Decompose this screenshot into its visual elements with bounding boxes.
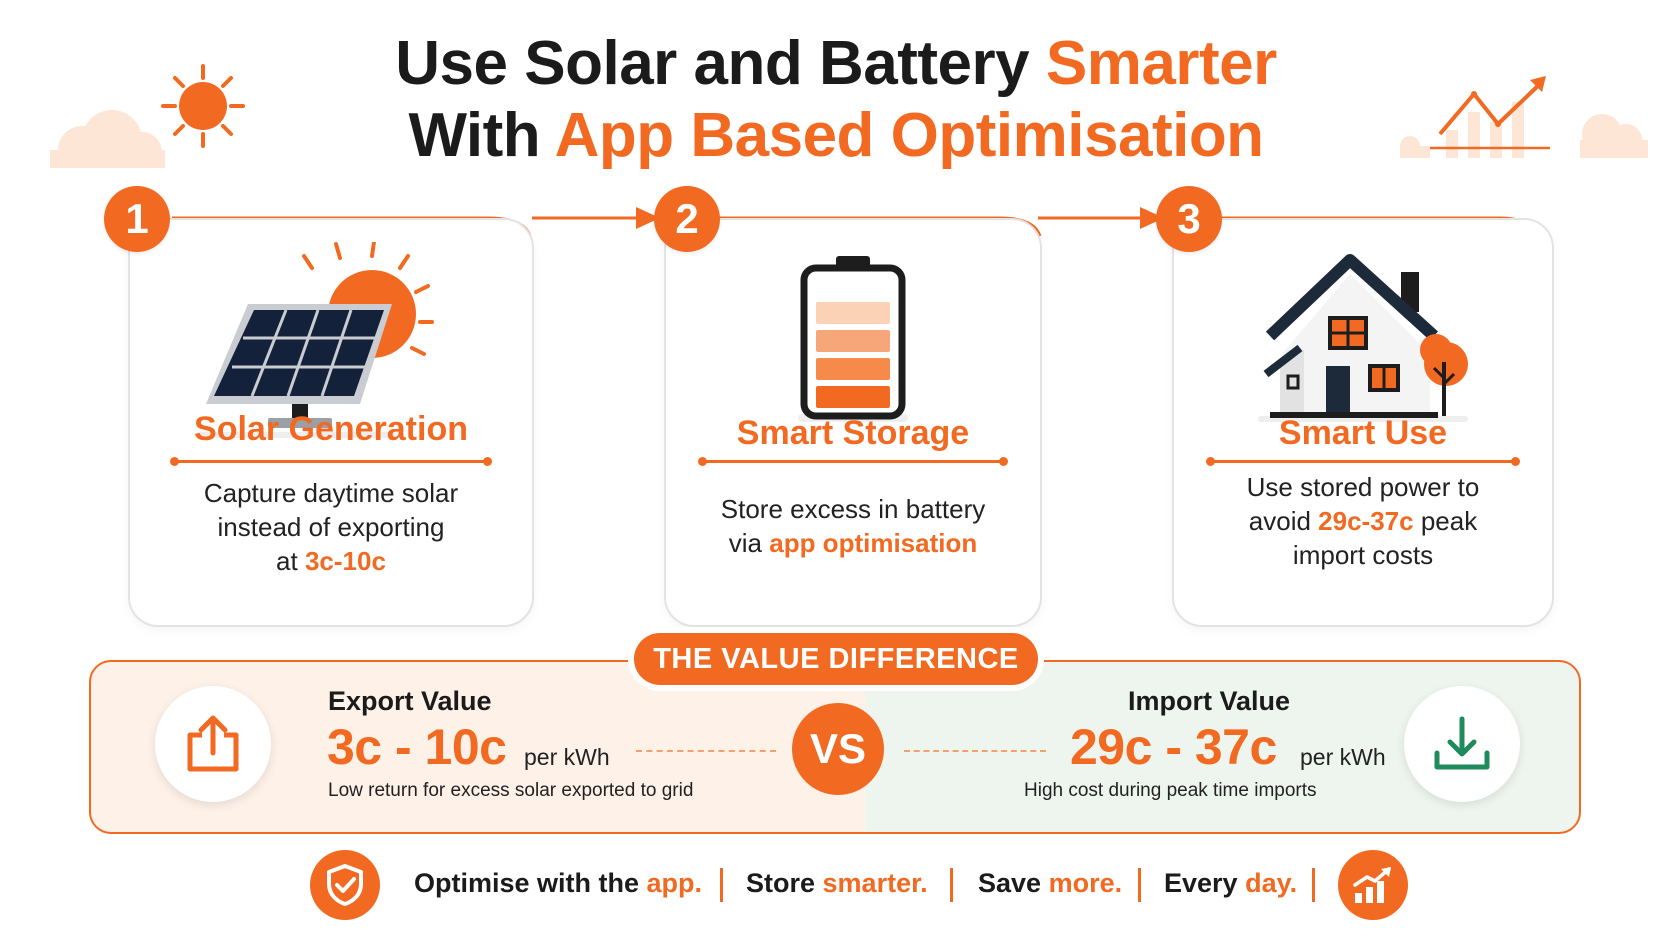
step-number-1: 1 [104,186,170,252]
title-divider [698,457,1008,466]
title-divider [1206,457,1520,466]
footer-separator [950,868,953,902]
export-range: 3c - 10c [327,719,507,775]
page-title: Use Solar and Battery Smarter With App B… [0,28,1672,172]
import-icon-badge [1404,686,1520,802]
footer-separator [1312,868,1315,902]
import-unit: per kWh [1300,744,1386,770]
import-note: High cost during peak time imports [1024,780,1317,801]
export-unit: per kWh [524,744,610,770]
growth-chart-icon [1353,867,1391,903]
value-difference-label: THE VALUE DIFFERENCE [634,633,1038,685]
step-card-smart-use: Smart Use Use stored power to avoid 29c-… [1172,218,1554,627]
title-divider [170,457,492,466]
footer-item-store: Store smarter. [746,868,928,898]
import-dashed-line [904,750,1046,752]
title-line-2: With App Based Optimisation [408,101,1264,170]
export-dashed-line [636,750,776,752]
footer-separator [720,868,723,902]
growth-chart-decoration-icon [1400,76,1648,158]
footer-separator [1138,868,1141,902]
step-title: Solar Generation [194,410,468,448]
import-range: 29c - 37c [1070,719,1277,775]
footer-item-save: Save more. [978,868,1123,898]
footer-item-every-day: Every day. [1164,868,1298,898]
footer-item-app: Optimise with the app. [414,868,703,898]
step-number-3: 3 [1156,186,1222,252]
step-description: Capture daytime solar instead of exporti… [203,478,459,576]
title-line-1: Use Solar and Battery Smarter [395,29,1277,98]
step-card-solar-generation: Solar Generation Capture daytime solar i… [128,218,534,627]
vs-badge: VS [792,703,884,795]
solar-panel-icon [196,242,434,438]
step-description: Use stored power to avoid 29c-37c peak i… [1246,472,1480,570]
import-heading: Import Value [1128,686,1291,716]
step-description: Store excess in battery via app optimisa… [720,494,986,558]
growth-chart-icon-badge [1338,850,1408,920]
step-number-2: 2 [654,186,720,252]
house-icon [1258,254,1468,422]
shield-check-icon-badge [310,850,380,920]
step-card-smart-storage: Smart Storage Store excess in battery vi… [664,218,1042,627]
battery-icon [798,256,908,422]
shield-check-icon [327,864,363,906]
upload-icon [187,715,239,772]
export-icon-badge [155,686,271,802]
step-title: Smart Use [1278,414,1448,452]
sun-decoration-icon [50,64,245,168]
download-icon [1434,716,1490,770]
step-title: Smart Storage [736,414,970,452]
export-heading: Export Value [328,686,492,716]
export-note: Low return for excess solar exported to … [328,780,694,801]
